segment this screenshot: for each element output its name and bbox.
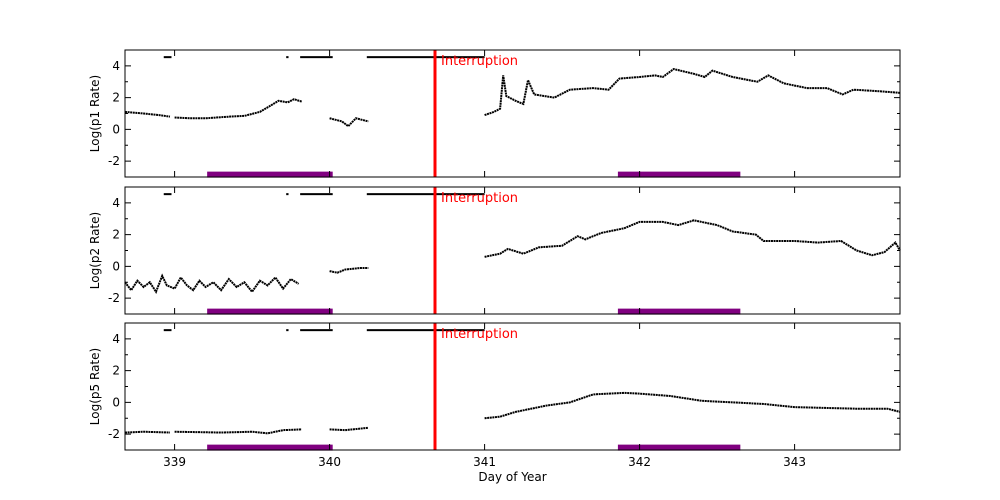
observation-band [207,444,333,451]
data-series-line [124,430,170,434]
coverage-bar [286,193,289,196]
observation-band [617,171,741,178]
data-series-line [329,117,369,128]
y-tick-label: 2 [112,228,120,242]
coverage-bar [300,56,333,59]
interruption-label: Interruption [441,191,518,206]
y-tick-label: 2 [112,91,120,105]
coverage-bar [163,193,172,196]
y-tick-label: 0 [112,395,120,409]
axes-frame [124,49,901,178]
y-axis-label: Log(p2 Rate) [88,212,102,289]
coverage-bar [286,329,289,332]
x-tick-label: 343 [783,455,806,469]
coverage-bar [300,329,333,332]
y-tick-label: 4 [112,332,120,346]
y-tick-label: -2 [108,291,120,305]
y-tick-label: 0 [112,259,120,273]
y-tick-label: 4 [112,196,120,210]
data-series-line [174,428,302,435]
observation-band [207,308,333,315]
coverage-bar [163,56,172,59]
coverage-bar [300,193,333,196]
y-tick-label: 4 [112,59,120,73]
x-tick-label: 339 [163,455,186,469]
x-tick-label: 341 [473,455,496,469]
axes-frame [124,322,901,451]
coverage-bar [366,56,485,59]
y-axis-label: Log(p1 Rate) [88,75,102,152]
data-series-line [124,273,300,294]
observation-band [617,308,741,315]
interruption-label: Interruption [441,327,518,342]
x-tick-label: 340 [318,455,341,469]
coverage-bar [366,329,485,332]
observation-band [617,444,741,451]
data-series-line [484,67,901,117]
y-tick-label: 0 [112,122,120,136]
data-series-line [124,110,171,118]
coverage-bar [366,193,485,196]
data-series-line [484,219,901,258]
coverage-bar [163,329,172,332]
observation-band [207,171,333,178]
y-tick-label: -2 [108,427,120,441]
x-tick-label: 342 [628,455,651,469]
data-series-line [484,391,901,420]
coverage-bar [286,56,289,59]
y-tick-label: -2 [108,154,120,168]
y-tick-label: 2 [112,364,120,378]
y-axis-label: Log(p5 Rate) [88,348,102,425]
data-series-line [329,426,369,432]
data-series-line [174,98,302,120]
x-axis-label: Day of Year [478,470,546,484]
data-series-line [329,266,369,274]
interruption-label: Interruption [441,54,518,69]
